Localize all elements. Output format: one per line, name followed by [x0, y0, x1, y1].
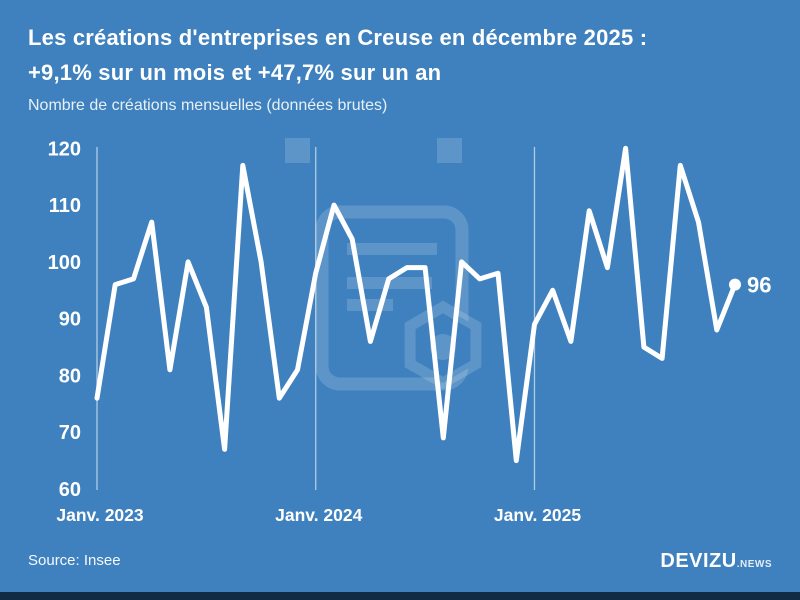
- y-tick-label: 90: [59, 309, 81, 331]
- chart-header: Les créations d'entreprises en Creuse en…: [28, 20, 780, 115]
- devizu-logo: DEVIZU.NEWS: [660, 550, 772, 573]
- series-endpoint-dot: [729, 278, 741, 291]
- watermark-corner-square: [437, 138, 462, 163]
- chart-subtitle: Nombre de créations mensuelles (données …: [28, 97, 388, 114]
- y-tick-label: 110: [49, 195, 81, 217]
- watermark-text-bar: [347, 243, 437, 255]
- y-tick-label: 100: [48, 252, 81, 274]
- y-tick-label: 60: [59, 479, 81, 501]
- watermark-text-bar: [347, 299, 393, 311]
- y-tick-label: 70: [59, 422, 81, 444]
- x-tick-label: Janv. 2023: [56, 505, 144, 525]
- x-tick-label: Janv. 2025: [494, 505, 582, 525]
- x-tick-label: Janv. 2024: [275, 505, 363, 525]
- watermark-corner-square: [285, 138, 310, 163]
- brand-suffix: .NEWS: [736, 559, 772, 570]
- y-tick-label: 80: [59, 365, 81, 387]
- series-line: [94, 145, 738, 464]
- bottom-accent-bar: [0, 592, 800, 600]
- endpoint-value-label: 96: [747, 273, 771, 298]
- watermark-hexagon-icon: [404, 300, 482, 390]
- page-title-line-2: +9,1% sur un mois et +47,7% sur un an: [28, 60, 442, 85]
- source-label: Source: Insee: [28, 552, 121, 569]
- y-tick-label: 120: [48, 138, 81, 160]
- watermark-document-icon: [315, 205, 469, 391]
- page-title-line-1: Les créations d'entreprises en Creuse en…: [28, 25, 648, 50]
- brand-name: DEVIZU: [660, 550, 737, 572]
